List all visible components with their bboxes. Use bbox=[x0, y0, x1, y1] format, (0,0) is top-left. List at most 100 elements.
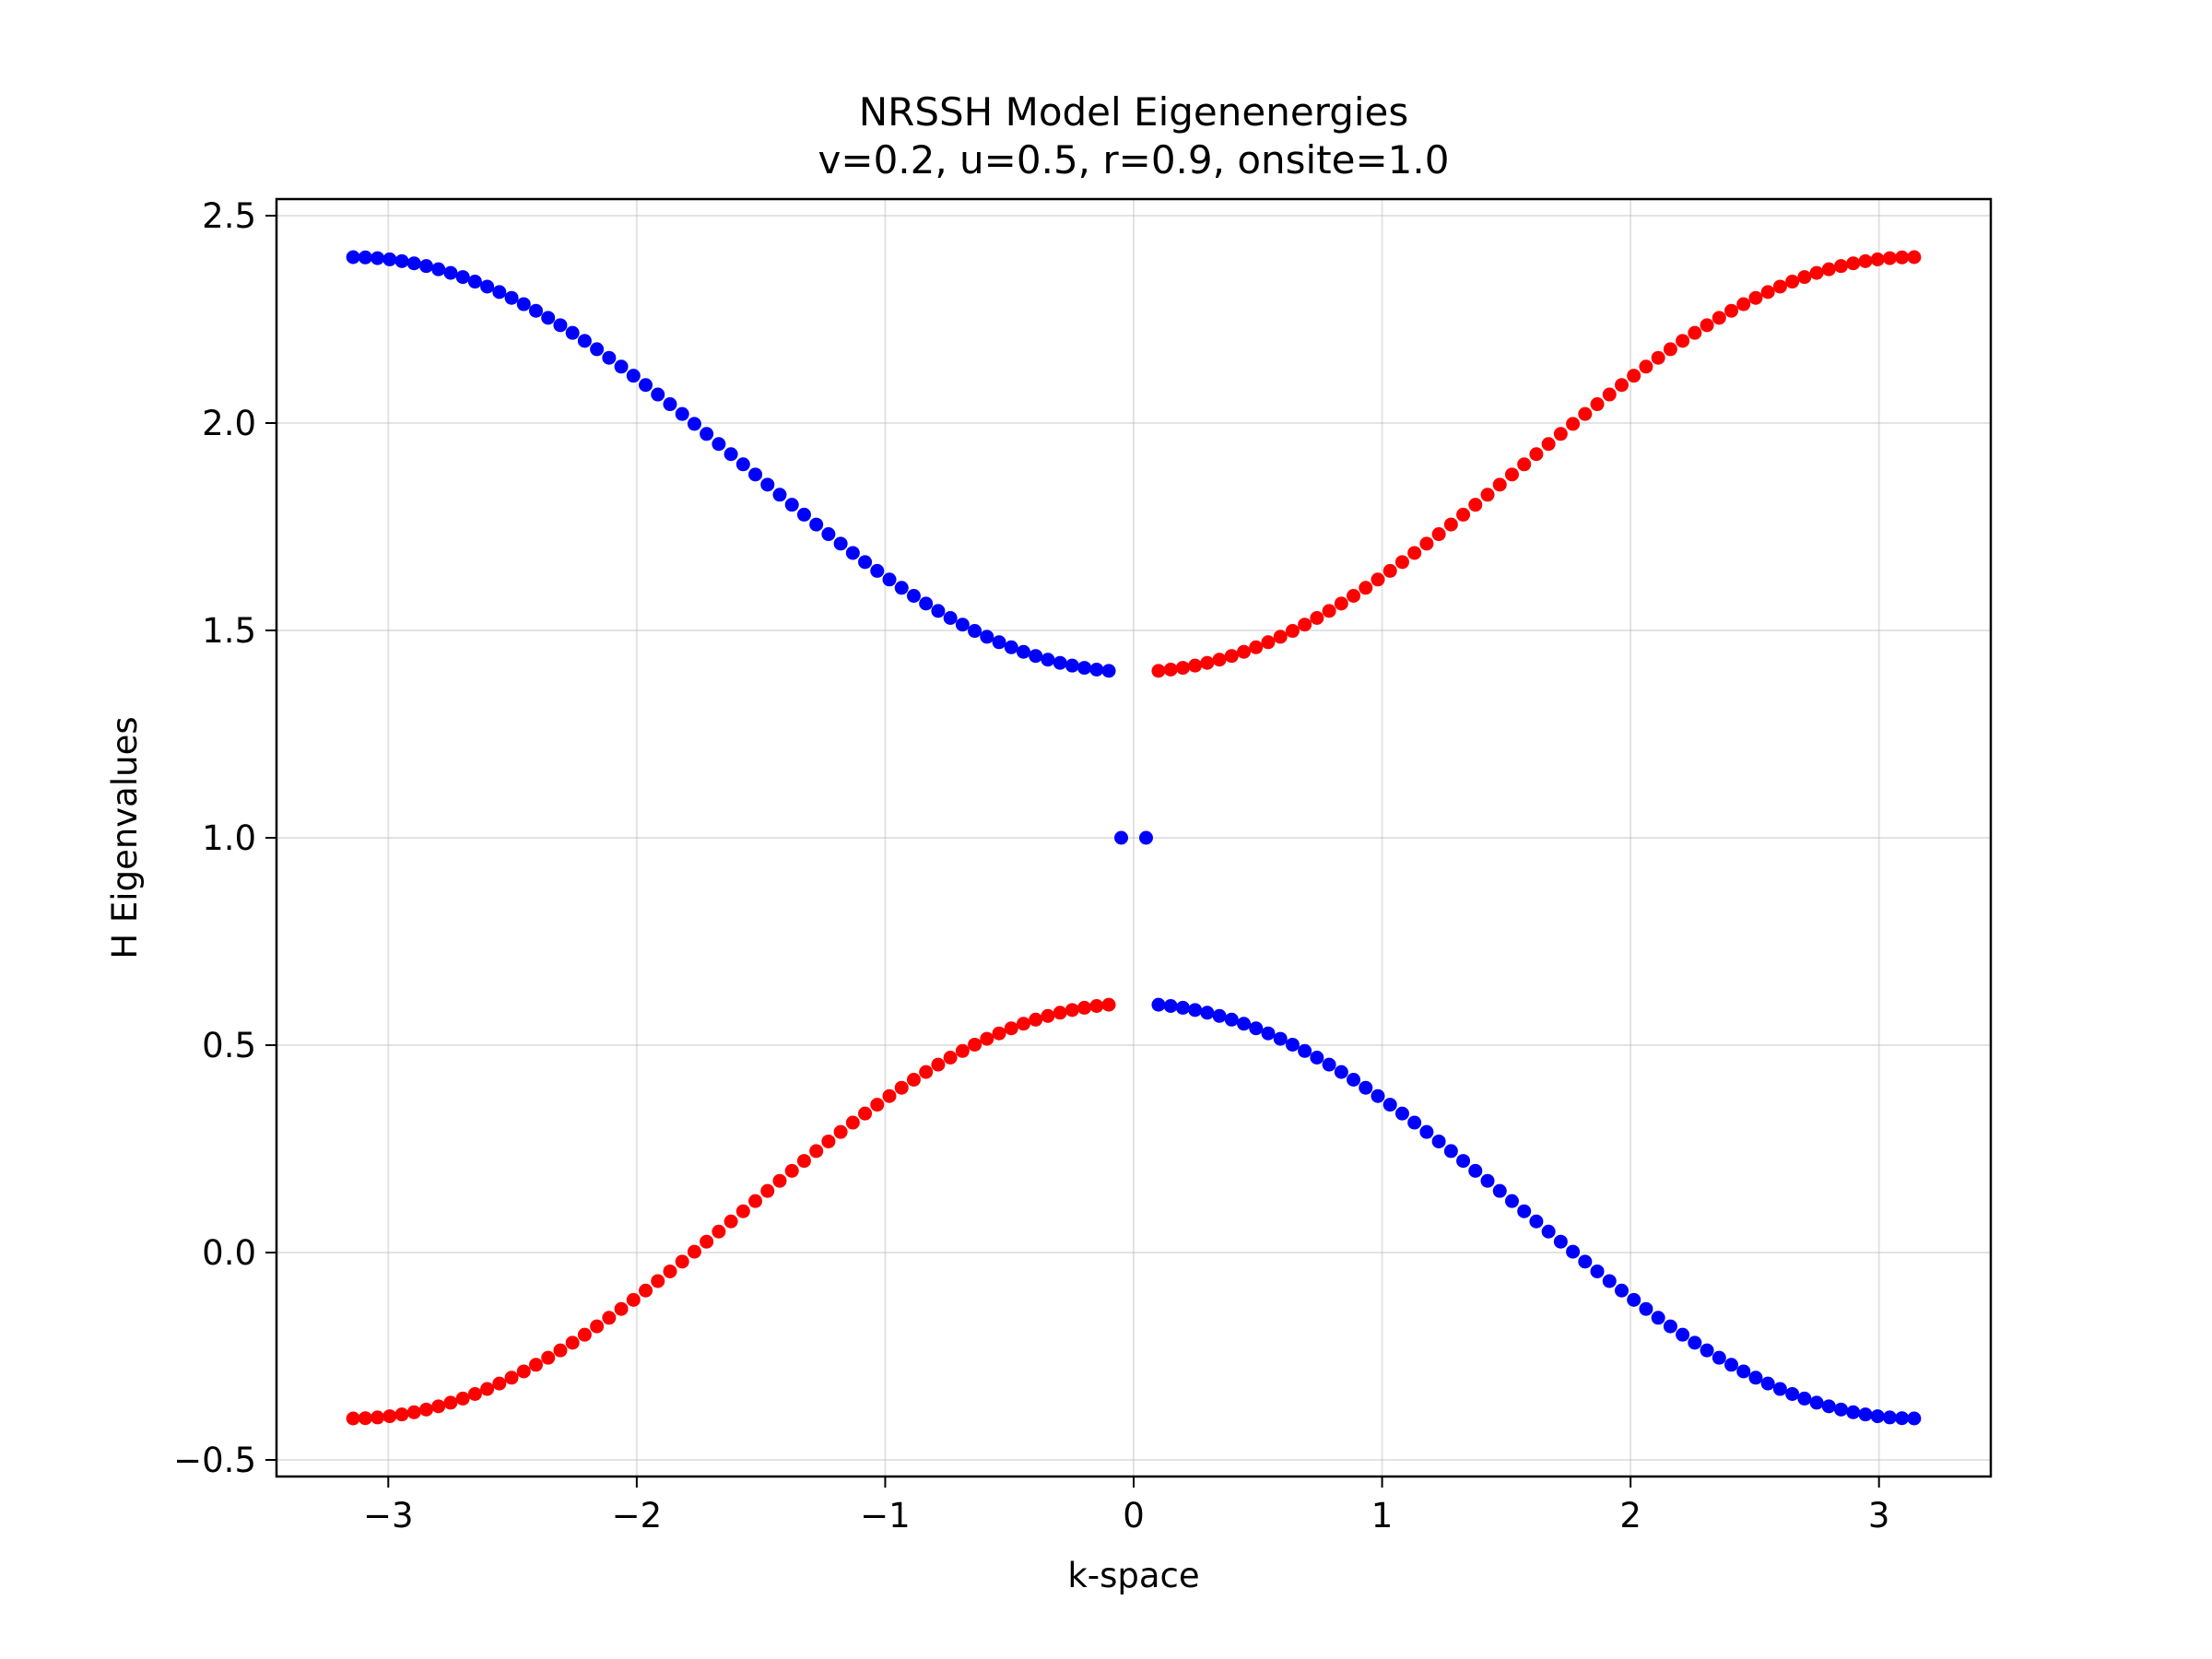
blue-point bbox=[1419, 1124, 1434, 1139]
red-point bbox=[700, 1234, 714, 1249]
red-point bbox=[1407, 546, 1422, 560]
red-point bbox=[858, 1106, 873, 1121]
red-point bbox=[516, 1364, 531, 1379]
red-point bbox=[1249, 640, 1264, 654]
y-tick-label: 1.0 bbox=[202, 818, 256, 858]
red-point bbox=[504, 1371, 519, 1385]
red-point bbox=[1200, 655, 1215, 670]
y-axis-label: H Eigenvalues bbox=[105, 716, 145, 959]
red-point bbox=[931, 1057, 946, 1072]
x-tick-label: −2 bbox=[612, 1496, 663, 1535]
red-point bbox=[992, 1026, 1006, 1041]
blue-point bbox=[528, 303, 543, 318]
x-tick-label: −1 bbox=[860, 1496, 911, 1535]
blue-point bbox=[418, 259, 433, 274]
blue-point bbox=[1077, 661, 1092, 676]
red-point bbox=[1188, 658, 1203, 673]
blue-point bbox=[443, 265, 458, 280]
blue-point bbox=[1371, 1088, 1385, 1103]
x-tick-label: 1 bbox=[1371, 1496, 1394, 1535]
red-point bbox=[1285, 624, 1300, 639]
red-point bbox=[1468, 498, 1483, 512]
blue-point bbox=[1322, 1057, 1336, 1072]
red-point bbox=[346, 1411, 360, 1426]
blue-point bbox=[1151, 997, 1166, 1012]
blue-point bbox=[882, 572, 897, 587]
blue-point bbox=[1688, 1335, 1702, 1350]
red-point bbox=[1724, 303, 1739, 318]
blue-point bbox=[1639, 1301, 1653, 1316]
blue-point bbox=[1443, 1144, 1458, 1159]
blue-point bbox=[1590, 1264, 1605, 1278]
red-point bbox=[748, 1194, 763, 1208]
red-point bbox=[1736, 297, 1751, 312]
blue-point bbox=[992, 635, 1006, 650]
blue-point bbox=[1517, 1204, 1532, 1218]
red-point bbox=[845, 1115, 860, 1130]
blue-point bbox=[1760, 1376, 1775, 1391]
blue-point bbox=[1029, 649, 1043, 664]
blue-point bbox=[1394, 1106, 1409, 1121]
red-point bbox=[687, 1244, 701, 1259]
blue-point bbox=[541, 311, 556, 325]
blue-point bbox=[1504, 1194, 1519, 1208]
red-point bbox=[382, 1409, 397, 1424]
blue-point bbox=[1772, 1382, 1787, 1396]
red-point bbox=[772, 1173, 787, 1188]
blue-point bbox=[1785, 1386, 1800, 1401]
chart-title: NRSSH Model Eigenenergies bbox=[859, 89, 1409, 135]
red-point bbox=[1334, 596, 1348, 611]
red-point bbox=[1688, 325, 1702, 340]
red-point bbox=[955, 1043, 970, 1058]
blue-point bbox=[955, 618, 970, 632]
x-tick-label: 2 bbox=[1619, 1496, 1641, 1535]
red-point bbox=[467, 1386, 482, 1401]
red-point bbox=[1456, 507, 1471, 522]
blue-point bbox=[614, 359, 629, 374]
red-point bbox=[1089, 998, 1104, 1013]
red-point bbox=[1175, 661, 1190, 676]
red-point bbox=[1212, 653, 1227, 667]
blue-point bbox=[1261, 1026, 1276, 1041]
y-tick-label: −0.5 bbox=[173, 1441, 256, 1480]
red-point bbox=[431, 1399, 446, 1414]
blue-point bbox=[1053, 655, 1067, 670]
blue-point bbox=[1101, 664, 1116, 678]
blue-point bbox=[1724, 1358, 1739, 1372]
blue-point bbox=[467, 275, 482, 289]
red-point bbox=[1651, 350, 1665, 365]
blue-point bbox=[1529, 1214, 1544, 1229]
red-point bbox=[1480, 488, 1495, 502]
blue-point bbox=[1480, 1173, 1495, 1188]
red-point bbox=[1419, 536, 1434, 551]
red-point bbox=[1553, 427, 1568, 441]
blue-point bbox=[1821, 1399, 1836, 1414]
blue-point bbox=[626, 369, 641, 383]
blue-point bbox=[431, 262, 446, 276]
blue-point bbox=[480, 279, 495, 294]
red-point bbox=[1382, 563, 1397, 578]
axis-ticks: −3 −2 −1 0 1 2 3 −0.5 0.0 0.5 1.0 1.5 2.0 2.5 bbox=[173, 196, 1889, 1535]
red-point bbox=[663, 1264, 677, 1278]
red-point bbox=[1224, 649, 1239, 664]
blue-point bbox=[809, 517, 824, 532]
blue-point bbox=[1310, 1051, 1324, 1065]
blue-point bbox=[772, 488, 787, 502]
blue-point bbox=[1089, 663, 1104, 677]
red-point bbox=[1700, 318, 1714, 333]
blue-point bbox=[371, 251, 385, 265]
blue-point bbox=[1846, 1405, 1861, 1419]
blue-point bbox=[724, 447, 738, 462]
blue-point bbox=[858, 555, 873, 570]
red-point bbox=[651, 1274, 665, 1288]
red-point bbox=[1029, 1012, 1043, 1027]
blue-point bbox=[1895, 1411, 1910, 1426]
blue-point bbox=[700, 427, 714, 441]
blue-point bbox=[845, 546, 860, 560]
red-point bbox=[1614, 378, 1629, 393]
blue-point bbox=[1468, 1163, 1483, 1178]
blue-point bbox=[1285, 1037, 1300, 1052]
blue-point bbox=[1175, 1000, 1190, 1015]
red-point bbox=[528, 1358, 543, 1372]
red-point bbox=[675, 1254, 689, 1269]
